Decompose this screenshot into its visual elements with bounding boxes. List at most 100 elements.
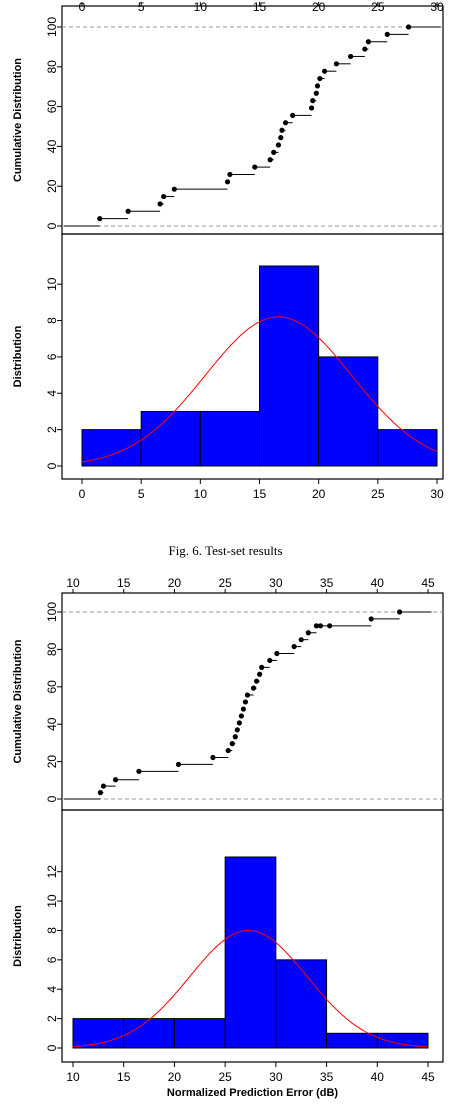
- histogram-bar: [140, 410, 201, 467]
- y-axis-label: Distribution: [12, 905, 24, 967]
- ecdf-point: [100, 783, 107, 789]
- ecdf-point: [267, 157, 273, 163]
- histogram-bar: [326, 1032, 378, 1049]
- x-tick-label: 40: [371, 576, 385, 590]
- y-tick-label: 20: [45, 179, 59, 193]
- ecdf-point: [175, 761, 182, 768]
- ecdf-point: [305, 630, 311, 636]
- x-tick-label: 35: [320, 1070, 334, 1084]
- ecdf-point: [290, 112, 296, 118]
- y-tick-label: 20: [45, 755, 59, 769]
- x-tick-label: 25: [371, 0, 385, 14]
- ecdf-point: [125, 208, 131, 214]
- ecdf-point: [384, 31, 390, 37]
- y-tick-label: 40: [45, 139, 59, 153]
- x-tick-label: 20: [312, 0, 326, 14]
- ecdf-point: [327, 623, 333, 629]
- ecdf-point: [298, 637, 304, 643]
- ecdf-point: [397, 609, 403, 615]
- y-tick-label: 4: [45, 986, 59, 993]
- y-tick-label: 2: [45, 1015, 59, 1022]
- ecdf-point: [291, 643, 297, 650]
- x-tick-label: 5: [138, 487, 145, 501]
- x-tick-label: 20: [312, 487, 326, 501]
- x-tick-label: 10: [194, 487, 208, 501]
- ecdf-point: [278, 135, 284, 141]
- normal-fit-curve: [72, 930, 429, 1048]
- y-tick-label: 100: [45, 602, 59, 622]
- ecdf-point: [310, 98, 316, 104]
- histogram-bar: [377, 429, 438, 467]
- histogram-bar: [173, 1018, 226, 1049]
- ecdf-point: [317, 623, 324, 629]
- x-tick-label: 40: [371, 1070, 385, 1084]
- ecdf-point: [275, 142, 282, 148]
- histogram-bar: [376, 1032, 429, 1049]
- y-tick-label: 0: [45, 462, 59, 469]
- histogram-bar: [275, 959, 328, 1049]
- x-tick-label: 15: [253, 0, 267, 14]
- x-tick-label: 45: [421, 576, 435, 590]
- x-tick-label: 10: [66, 1070, 80, 1084]
- ecdf-point: [97, 790, 103, 796]
- ecdf-point: [136, 768, 142, 774]
- y-tick-label: 4: [45, 390, 59, 397]
- y-tick-label: 0: [45, 222, 59, 229]
- ecdf-point: [406, 24, 412, 30]
- y-tick-label: 80: [45, 60, 59, 74]
- ecdf-point: [253, 678, 260, 684]
- ecdf-point: [157, 201, 163, 207]
- y-tick-label: 40: [45, 717, 59, 731]
- chart-panel-2: 0 5 10 15 20 25 30 0 2 4 6 8 10 Distribution: [12, 233, 444, 501]
- y-tick-label: 60: [45, 100, 59, 114]
- x-tick-label: 5: [138, 0, 145, 14]
- x-tick-label: 15: [117, 1070, 131, 1084]
- chart-panel-1: 0 5 10 15 20 25 30 0 20 40 60 80 100 Cumulative Distr…: [12, 0, 444, 235]
- ecdf-point: [229, 741, 235, 747]
- ecdf-point: [274, 650, 280, 657]
- ecdf-point: [308, 105, 315, 111]
- y-axis-label: Cumulative Distribution: [12, 58, 24, 182]
- histogram-bar: [123, 1018, 175, 1049]
- x-tick-label: 30: [430, 0, 444, 14]
- x-tick-label: 25: [218, 1070, 232, 1084]
- chart-panel-4: 10 15 20 25 30 35 40 45 0 2 4 6 8 10 12 Distribution Nor…: [12, 809, 444, 1099]
- ecdf-point: [161, 193, 167, 200]
- ecdf-point: [210, 754, 216, 761]
- figure-caption: Fig. 6. Test-set results: [168, 543, 283, 558]
- ecdf-point: [242, 699, 249, 705]
- ecdf-point: [271, 149, 277, 155]
- ecdf-point: [333, 61, 340, 67]
- x-tick-label: 45: [421, 1070, 435, 1084]
- ecdf-point: [321, 68, 328, 74]
- x-tick-label: 25: [218, 576, 232, 590]
- x-tick-label: 20: [168, 1070, 182, 1084]
- histogram-bar: [224, 856, 277, 1049]
- y-tick-label: 60: [45, 680, 59, 694]
- y-tick-label: 80: [45, 642, 59, 656]
- ecdf-point: [244, 692, 251, 698]
- y-tick-label: 0: [45, 1044, 59, 1051]
- ecdf-point: [225, 747, 231, 754]
- ecdf-point: [252, 164, 258, 170]
- ecdf-point: [238, 713, 244, 719]
- ecdf-point: [232, 734, 238, 740]
- ecdf-point: [317, 75, 323, 82]
- ecdf-point: [279, 127, 285, 133]
- x-tick-label: 15: [117, 576, 131, 590]
- x-tick-label: 20: [168, 576, 182, 590]
- normal-fit-curve: [81, 316, 438, 463]
- x-tick-label: 30: [269, 576, 283, 590]
- ecdf-point: [259, 664, 265, 670]
- y-tick-label: 6: [45, 353, 59, 360]
- x-tick-label: 25: [371, 487, 385, 501]
- y-tick-label: 100: [45, 17, 59, 37]
- y-tick-label: 8: [45, 927, 59, 934]
- histogram-bar: [199, 410, 260, 467]
- x-tick-label: 15: [253, 487, 267, 501]
- ecdf-point: [362, 46, 368, 52]
- y-tick-label: 6: [45, 956, 59, 963]
- ecdf-point: [348, 53, 354, 60]
- ecdf-point: [234, 727, 240, 733]
